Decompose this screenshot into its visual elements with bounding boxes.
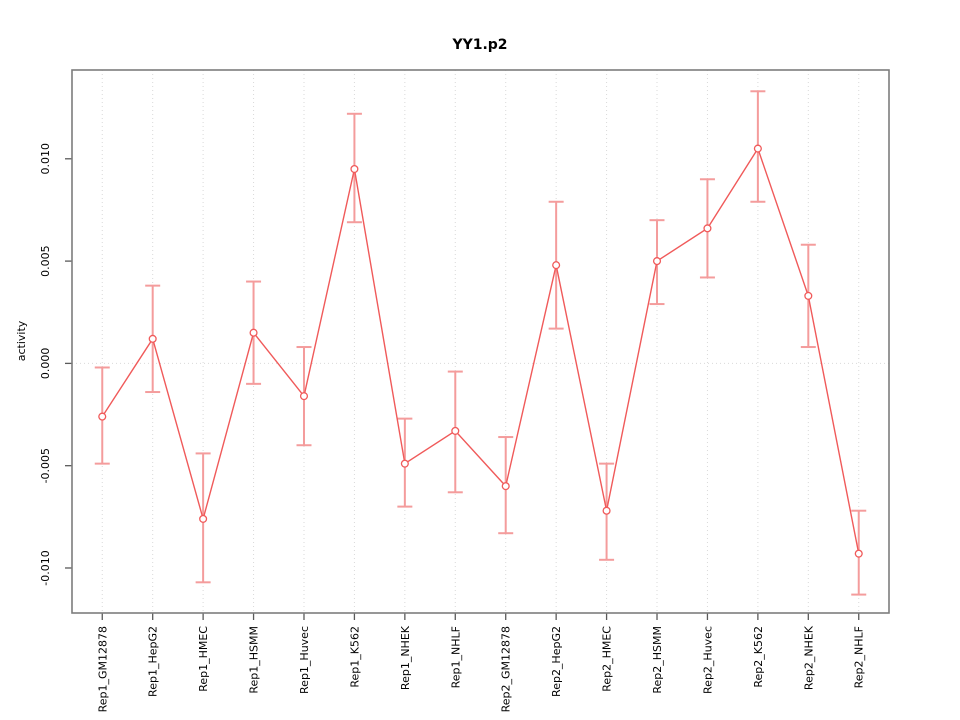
series-line — [101, 146, 860, 554]
data-point — [552, 261, 561, 270]
data-point — [199, 514, 208, 523]
y-axis-label: activity — [15, 320, 28, 361]
x-tick-label: Rep1_HSMM — [248, 626, 261, 694]
y-tick-label: 0.000 — [39, 348, 52, 380]
x-tick-label: Rep1_K562 — [348, 626, 361, 688]
data-point — [350, 164, 359, 174]
data-point — [753, 144, 762, 153]
data-point — [602, 506, 611, 515]
data-point — [299, 392, 309, 401]
x-tick-label: Rep1_GM12878 — [96, 626, 109, 712]
plot-frame — [71, 69, 890, 614]
x-tick-label: Rep2_NHLF — [853, 626, 866, 688]
data-point — [703, 224, 712, 233]
x-tick-label: Rep2_HepG2 — [550, 626, 563, 697]
x-tick-label: Rep1_NHLF — [449, 626, 462, 688]
x-tick-label: Rep2_K562 — [752, 626, 765, 688]
y-tick-label: -0.005 — [39, 448, 52, 483]
y-tick-label: -0.010 — [39, 550, 52, 585]
data-point — [148, 334, 157, 343]
data-point — [451, 426, 460, 435]
x-tick-label: Rep1_NHEK — [399, 625, 412, 690]
x-tick-label: Rep2_HSMM — [651, 626, 664, 694]
data-point — [501, 482, 510, 491]
grid-layer — [72, 70, 889, 613]
y-tick-label: 0.005 — [39, 245, 52, 277]
data-point — [400, 459, 409, 468]
axis-layer: -0.010 -0.005 0.000 0.005 0.010 Rep1_GM12878 R… — [39, 143, 866, 712]
x-tick-label: Rep1_Huvec — [298, 626, 311, 694]
chart-title: YY1.p2 — [451, 37, 507, 53]
x-tick-label: Rep2_Huvec — [701, 626, 714, 694]
data-point — [98, 412, 107, 421]
x-tick-label: Rep1_HepG2 — [147, 626, 160, 697]
data-point — [652, 257, 662, 266]
data-point — [854, 549, 863, 558]
x-tick-label: Rep2_NHEK — [802, 625, 815, 690]
x-tick-label: Rep1_HMEC — [197, 626, 210, 692]
data-layer — [94, 90, 867, 596]
data-point — [249, 328, 258, 337]
x-tick-label: Rep2_HMEC — [601, 626, 614, 692]
x-tick-label: Rep2_GM12878 — [500, 626, 513, 712]
data-point — [804, 291, 813, 300]
y-tick-label: 0.010 — [39, 143, 52, 175]
